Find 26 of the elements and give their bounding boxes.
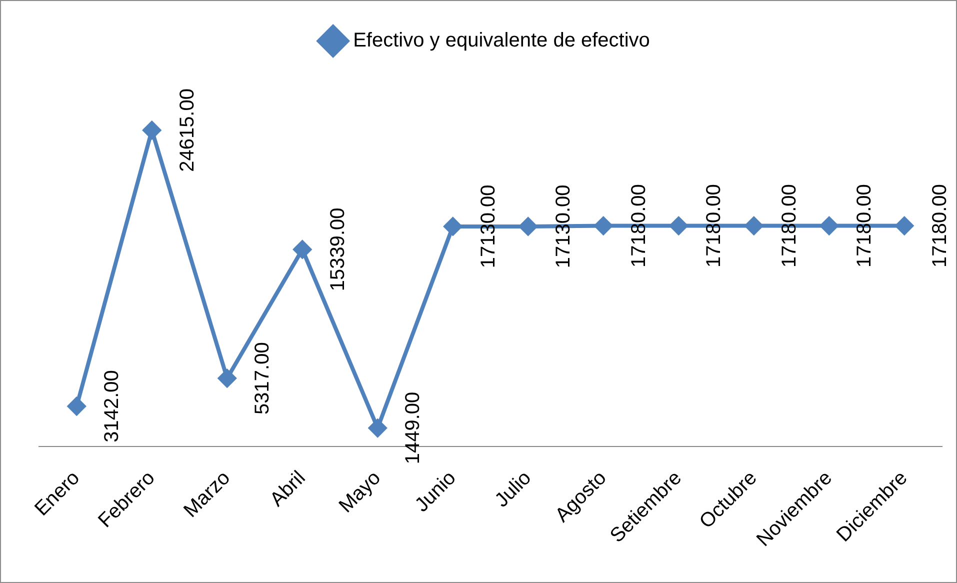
data-label: 17130.00 <box>552 184 575 268</box>
data-label: 15339.00 <box>326 208 349 292</box>
data-label: 17180.00 <box>703 184 726 268</box>
point <box>895 216 914 235</box>
point <box>142 121 161 140</box>
data-label: 17180.00 <box>928 184 951 268</box>
point <box>670 216 688 235</box>
point <box>594 216 612 235</box>
data-label: 17180.00 <box>778 184 800 268</box>
data-label: 3142.00 <box>101 370 124 442</box>
data-label: 24615.00 <box>176 88 198 172</box>
x-tick-label: Julio <box>490 467 536 512</box>
point <box>820 216 838 235</box>
point <box>218 369 236 388</box>
data-label: 5317.00 <box>252 342 274 414</box>
point <box>68 397 86 416</box>
point <box>444 217 462 236</box>
point <box>744 216 763 235</box>
data-label: 17180.00 <box>854 184 876 268</box>
point <box>293 240 312 258</box>
point <box>368 419 387 438</box>
data-label: 1449.00 <box>402 392 424 464</box>
point <box>519 217 538 236</box>
data-label: 17130.00 <box>477 184 500 268</box>
legend-label: Efectivo y equivalente de efectivo <box>353 30 650 52</box>
data-label: 17180.00 <box>628 184 650 268</box>
